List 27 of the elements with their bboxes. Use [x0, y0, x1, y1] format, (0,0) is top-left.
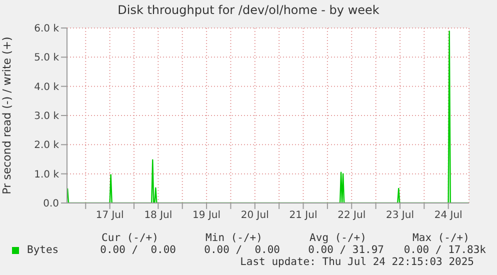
chart-title: Disk throughput for /dev/ol/home - by week — [116, 3, 380, 17]
x-tick-label: 23 Jul — [386, 210, 414, 222]
x-tick-label: 20 Jul — [240, 210, 269, 222]
text: Avg (-/+) — [308, 232, 368, 244]
y-tick-label: 6.0 k — [34, 24, 60, 35]
text: 0.00 / 0.00 — [99, 244, 177, 256]
text: 0.00 / 0.00 — [203, 244, 281, 256]
y-tick-label: 3.0 k — [34, 111, 60, 122]
x-tick-label: 19 Jul — [192, 210, 221, 222]
legend-label: Bytes — [26, 244, 60, 256]
y-tick-label: 4.0 k — [34, 82, 60, 93]
x-tick-label: 18 Jul — [144, 210, 172, 222]
y-tick-label: 5.0 k — [34, 52, 60, 64]
x-tick-label: 22 Jul — [338, 210, 366, 222]
x-tick-label: 17 Jul — [96, 210, 124, 222]
text: 0.00 / 17.83k — [402, 244, 487, 256]
text: Last update: Thu Jul 24 22:15:03 2025 — [239, 256, 475, 268]
text: Max (-/+) — [412, 232, 470, 244]
text: Cur (-/+) — [100, 232, 160, 244]
y-tick-label: 2.0 k — [34, 140, 60, 152]
y-tick-label: 0.0 — [43, 198, 59, 210]
y-tick-label: 1.0 k — [34, 169, 60, 180]
text: Min (-/+) — [204, 232, 264, 244]
y-axis-title: Pr second read (-) / write (+) — [0, 36, 14, 194]
x-tick-label: 21 Jul — [289, 210, 318, 222]
text: 0.00 / 31.97 — [307, 244, 385, 256]
x-tick-label: 24 Jul — [434, 210, 462, 222]
